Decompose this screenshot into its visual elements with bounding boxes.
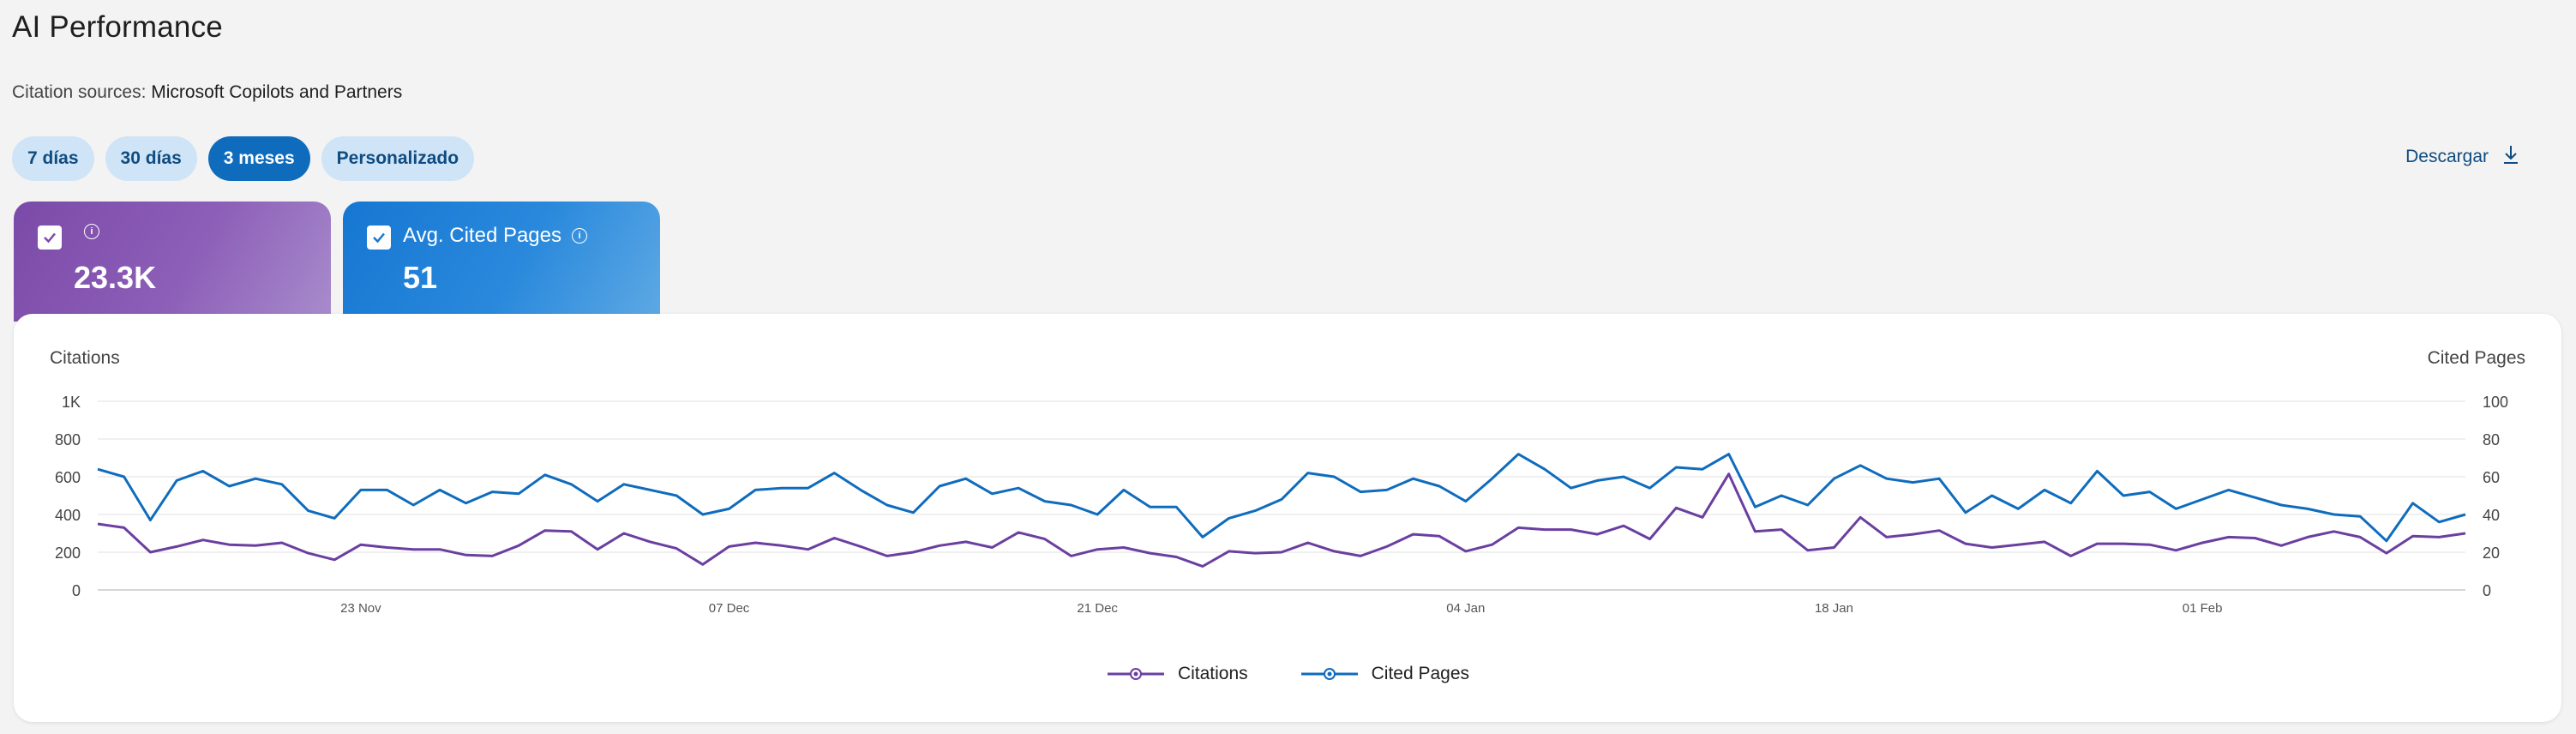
download-label: Descargar <box>2405 147 2489 166</box>
x-tick-label: 21 Dec <box>1077 601 1118 616</box>
citation-sources: Citation sources: Microsoft Copilots and… <box>12 82 402 103</box>
y-tick-label-right: 60 <box>2483 469 2500 486</box>
x-tick-label: 18 Jan <box>1815 601 1853 616</box>
y-axis-title-right: Cited Pages <box>2427 348 2525 368</box>
x-tick-label: 07 Dec <box>709 601 750 616</box>
y-tick-label-left: 400 <box>55 507 81 524</box>
chip-7-days[interactable]: 7 días <box>12 136 94 181</box>
checkmark-icon <box>373 232 385 244</box>
y-tick-label-left: 600 <box>55 469 81 486</box>
x-tick-label: 23 Nov <box>340 601 381 616</box>
legend-citations-label: Citations <box>1177 664 1248 683</box>
chart-panel: Citations Cited Pages 0 0 200 20 400 40 600 60 8… <box>14 314 2561 722</box>
checkmark-icon <box>44 232 56 244</box>
cited-pages-card[interactable]: Avg. Cited Pages i 51 <box>343 202 660 322</box>
download-icon <box>2502 144 2519 170</box>
chip-30-days[interactable]: 30 días <box>105 136 197 181</box>
chart-legend: Citations Cited Pages <box>14 664 2561 684</box>
y-tick-label-left: 800 <box>55 431 81 448</box>
y-tick-label-right: 20 <box>2483 544 2500 562</box>
legend-citations[interactable]: Citations <box>1106 664 1248 684</box>
y-tick-label-right: 40 <box>2483 507 2500 524</box>
y-tick-label-right: 100 <box>2483 394 2508 411</box>
citations-card[interactable]: i 23.3K <box>14 202 331 322</box>
legend-cited-pages-label: Cited Pages <box>1371 664 1470 683</box>
y-tick-label-left: 200 <box>55 544 81 562</box>
y-axis-title-left: Citations <box>50 348 120 368</box>
y-tick-label-left: 0 <box>72 582 81 599</box>
citations-checkbox[interactable] <box>38 226 62 250</box>
page-title: AI Performance <box>12 10 223 44</box>
legend-cited-pages[interactable]: Cited Pages <box>1300 664 1469 684</box>
info-icon[interactable]: i <box>572 228 588 244</box>
citation-sources-label: Citation sources: <box>12 82 147 102</box>
citations-series-line <box>97 472 2466 568</box>
chip-3-months[interactable]: 3 meses <box>207 136 310 181</box>
cited-pages-checkbox[interactable] <box>367 226 391 250</box>
x-tick-label: 04 Jan <box>1446 601 1485 616</box>
chip-custom[interactable]: Personalizado <box>321 136 475 181</box>
y-tick-label-left: 1K <box>62 394 81 411</box>
cited-pages-series-line <box>97 453 2466 543</box>
info-icon[interactable]: i <box>84 224 99 239</box>
x-tick-label: 01 Feb <box>2183 601 2223 616</box>
cited-pages-card-label: Avg. Cited Pages <box>403 224 562 247</box>
line-chart[interactable]: 0 0 200 20 400 40 600 60 800 80 1K 100 23 Nov 07 Dec 2… <box>14 314 2561 657</box>
y-tick-label-right: 80 <box>2483 431 2500 448</box>
citations-card-value: 23.3K <box>74 260 157 295</box>
download-button[interactable]: Descargar <box>2405 144 2519 170</box>
citation-sources-value: Microsoft Copilots and Partners <box>151 82 403 102</box>
legend-citations-swatch <box>1107 668 1164 680</box>
cited-pages-card-value: 51 <box>403 260 438 295</box>
date-range-chips: 7 días 30 días 3 meses Personalizado <box>12 136 475 181</box>
legend-cited-pages-swatch <box>1300 668 1358 680</box>
y-tick-label-right: 0 <box>2483 582 2491 599</box>
